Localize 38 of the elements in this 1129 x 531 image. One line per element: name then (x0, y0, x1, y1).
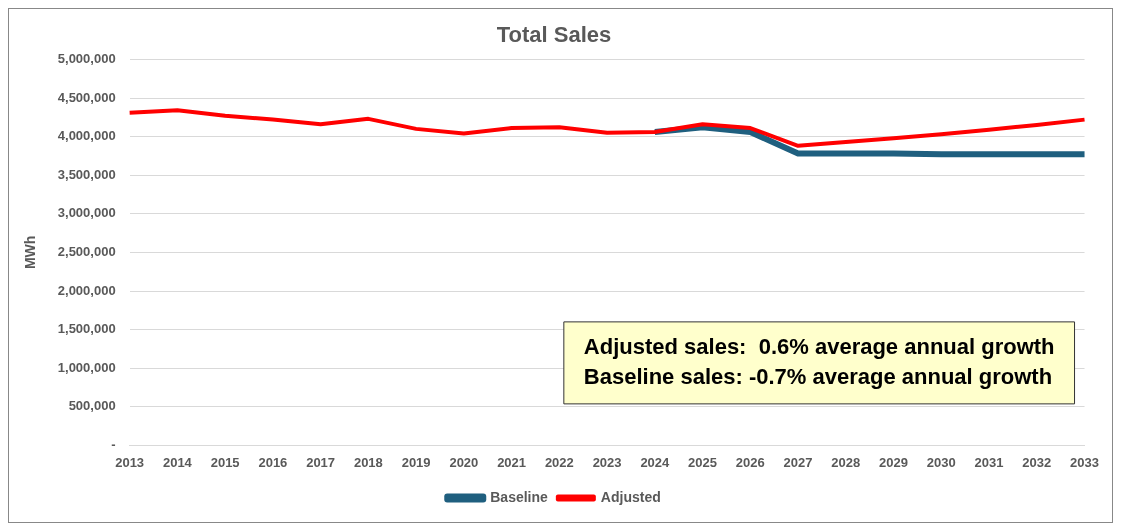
y-tick-label: - (111, 436, 116, 452)
x-tick-label: 2013 (115, 454, 145, 470)
annotation: Adjusted sales: 0.6% average annual growth (583, 333, 1055, 359)
x-tick-label: 2026 (735, 454, 765, 470)
chart-title: Total Sales (496, 22, 612, 48)
legend-label: Baseline (490, 488, 549, 505)
x-tick-label: 2021 (497, 454, 527, 470)
x-tick-label: 2019 (401, 454, 431, 470)
x-tick-label: 2033 (1070, 454, 1099, 470)
y-tick-label: 3,500,000 (57, 166, 116, 182)
x-tick-label: 2032 (1022, 454, 1052, 470)
x-tick-label: 2022 (544, 454, 574, 470)
x-tick-label: 2028 (831, 454, 861, 470)
x-tick-label: 2018 (353, 454, 383, 470)
y-tick-label: 4,500,000 (57, 89, 116, 105)
y-tick-label: 5,000,000 (57, 50, 116, 66)
x-tick-label: 2017 (306, 454, 336, 470)
x-tick-label: 2025 (688, 454, 718, 470)
y-axis-title: MWh (22, 235, 39, 270)
x-tick-label: 2027 (783, 454, 813, 470)
y-tick-label: 2,000,000 (57, 282, 116, 298)
x-tick-label: 2023 (592, 454, 622, 470)
x-tick-label: 2031 (974, 454, 1004, 470)
x-tick-label: 2030 (926, 454, 956, 470)
y-tick-label: 2,500,000 (57, 243, 116, 259)
y-tick-label: 4,000,000 (57, 128, 116, 144)
annotation: Baseline sales: -0.7% average annual growth (583, 363, 1053, 389)
y-tick-label: 1,500,000 (57, 321, 116, 337)
x-tick-label: 2020 (449, 454, 479, 470)
x-tick-label: 2016 (258, 454, 288, 470)
y-tick-label: 3,000,000 (57, 205, 116, 221)
y-tick-label: 500,000 (68, 398, 116, 414)
legend-label: Adjusted (600, 488, 661, 505)
x-tick-label: 2014 (162, 454, 193, 470)
x-tick-label: 2015 (210, 454, 240, 470)
x-tick-label: 2029 (879, 454, 909, 470)
y-tick-label: 1,000,000 (57, 359, 116, 375)
x-tick-label: 2024 (640, 454, 671, 470)
